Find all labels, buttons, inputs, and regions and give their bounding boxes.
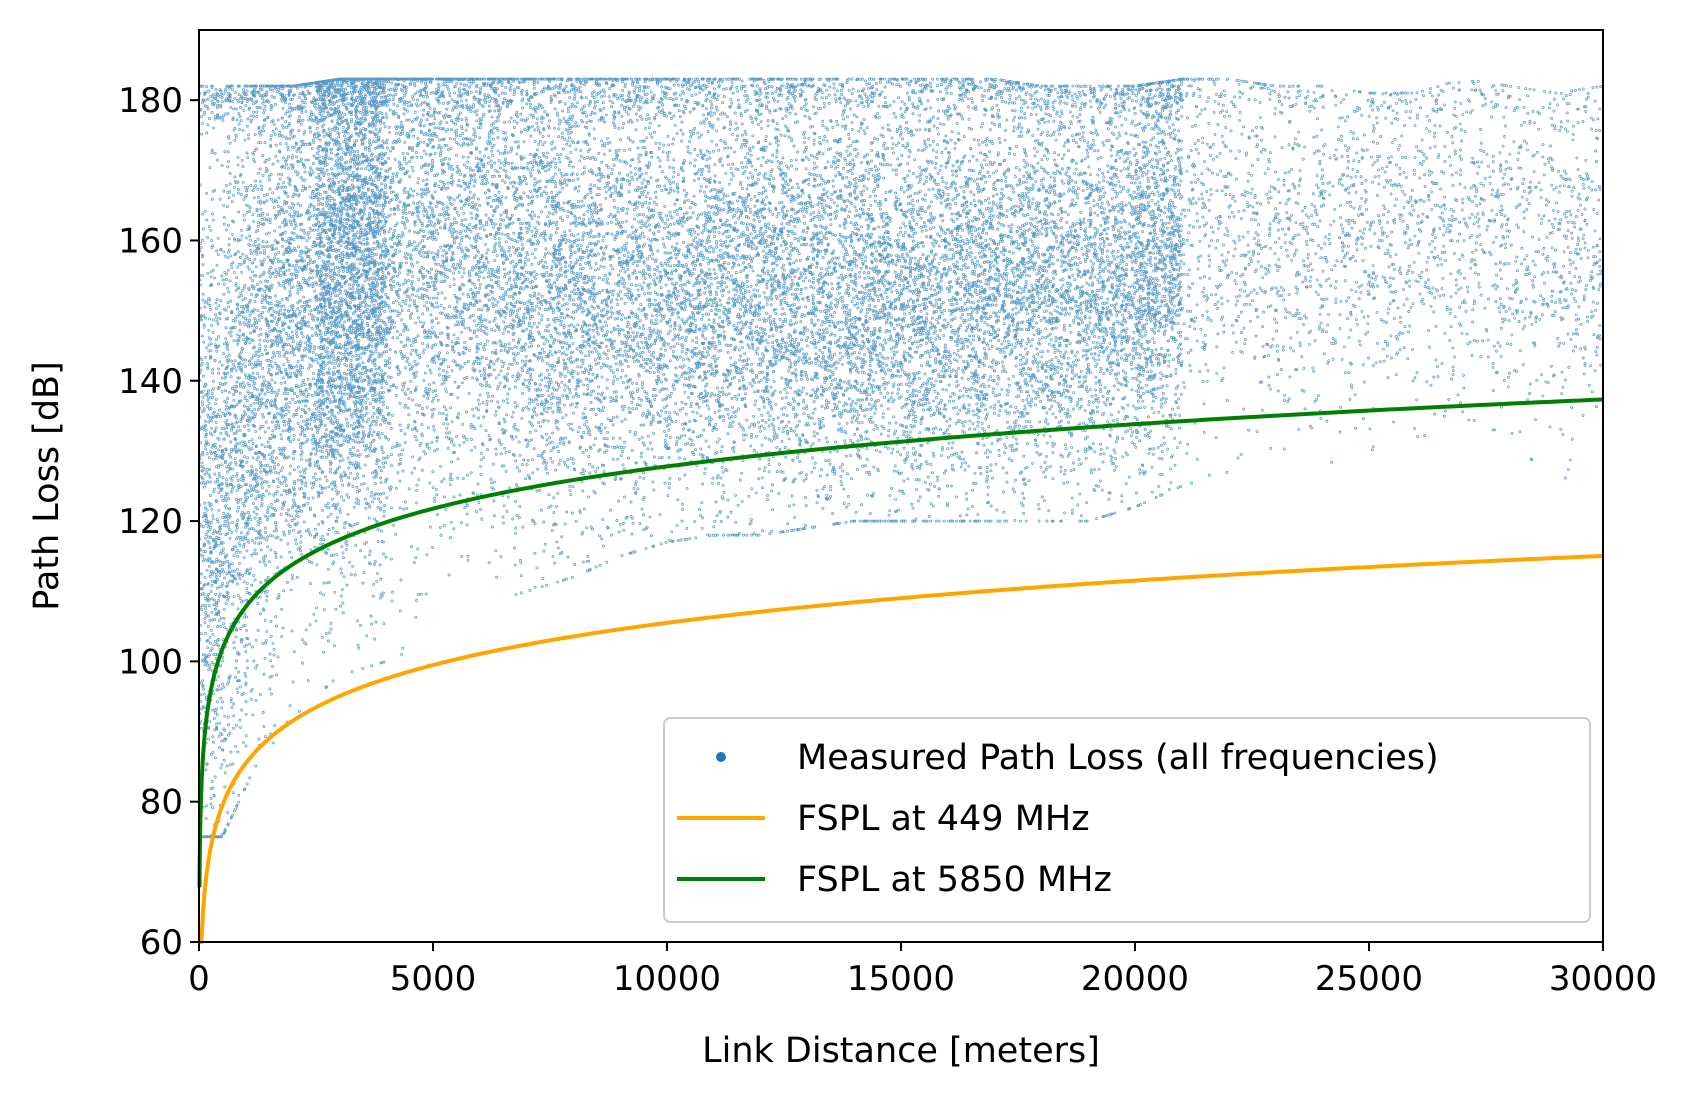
y-tick-label: 120 <box>118 502 183 542</box>
y-tick-label: 100 <box>118 642 183 682</box>
fspl-5850-line <box>197 397 1604 888</box>
legend-box <box>663 717 1591 923</box>
scatter-layer <box>198 77 1603 839</box>
lines-layer <box>197 397 1604 944</box>
y-tick-label: 140 <box>118 362 183 402</box>
measured-path-loss-points <box>198 77 1603 839</box>
x-tick-label: 15000 <box>847 959 955 999</box>
x-tick-label: 10000 <box>613 959 721 999</box>
y-axis-label: Path Loss [dB] <box>27 361 67 610</box>
x-tick-label: 30000 <box>1549 959 1657 999</box>
legend-scatter-marker <box>716 752 726 762</box>
legend-label-measured: Measured Path Loss (all frequencies) <box>797 738 1439 778</box>
x-tick-label: 20000 <box>1081 959 1189 999</box>
y-tick-label: 160 <box>118 221 183 261</box>
legend-label-5850: FSPL at 5850 MHz <box>797 860 1112 900</box>
x-tick-label: 0 <box>188 959 210 999</box>
legend-label-449: FSPL at 449 MHz <box>797 799 1090 839</box>
legend: Measured Path Loss (all frequencies) FSP… <box>663 717 1591 923</box>
x-tick-label: 25000 <box>1315 959 1423 999</box>
x-axis-label: Link Distance [meters] <box>702 1031 1100 1071</box>
y-tick-label: 80 <box>140 783 183 823</box>
y-tick-label: 180 <box>118 81 183 121</box>
x-axis-ticks: 0 5000 10000 15000 20000 25000 30000 <box>188 942 1657 999</box>
y-tick-label: 60 <box>140 923 183 963</box>
fspl-449-line <box>199 553 1604 944</box>
y-axis-ticks: 60 80 100 120 140 160 180 <box>118 81 199 963</box>
x-tick-label: 5000 <box>390 959 477 999</box>
